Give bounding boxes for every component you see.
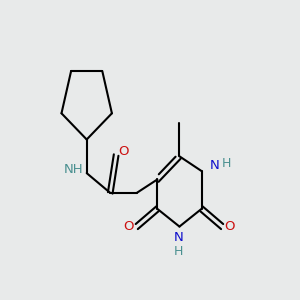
Text: O: O <box>123 220 134 233</box>
Text: H: H <box>222 157 231 170</box>
Text: H: H <box>174 244 184 258</box>
Text: NH: NH <box>64 163 83 176</box>
Text: O: O <box>118 145 129 158</box>
Text: O: O <box>224 220 235 233</box>
Text: N: N <box>210 160 220 172</box>
Text: N: N <box>174 231 184 244</box>
